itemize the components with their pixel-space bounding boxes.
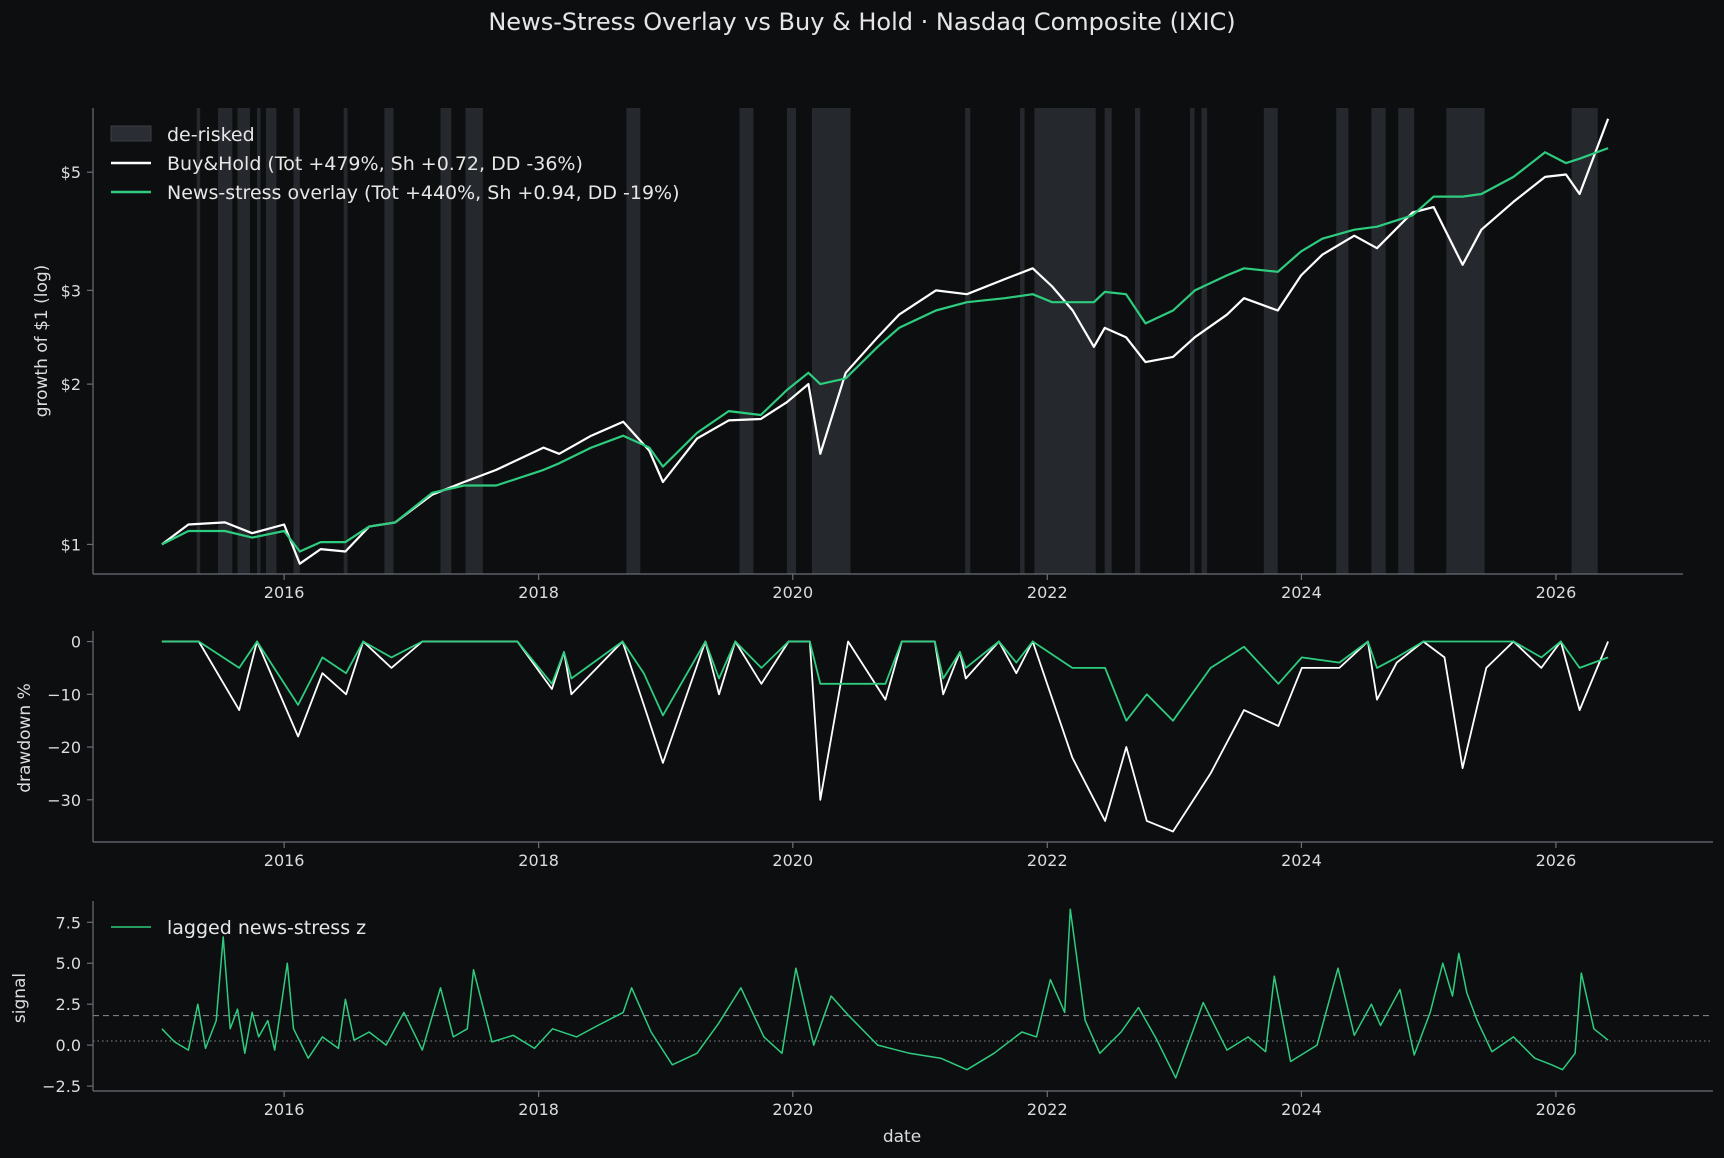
growth-panel: $1 $2 $3 $5 2016 2018 2020 2022 2024 2026 growth…	[32, 108, 1683, 602]
y-tick-label: 7.5	[56, 913, 81, 932]
derisked-band	[1446, 108, 1485, 574]
legend-overlay-label: News-stress overlay (Tot +440%, Sh +0.94…	[167, 182, 680, 204]
x-tick-label: 2020	[772, 851, 813, 870]
derisked-band	[811, 108, 851, 574]
y-tick-label: $3	[61, 281, 81, 300]
derisked-band	[739, 108, 754, 574]
drawdown-y-label: drawdown %	[15, 683, 35, 793]
derisked-band	[384, 108, 394, 574]
derisked-band	[440, 108, 452, 574]
derisked-band	[1020, 108, 1025, 574]
x-tick-label: 2018	[518, 1100, 559, 1119]
derisked-band	[626, 108, 641, 574]
derisked-band	[1263, 108, 1278, 574]
x-tick-label: 2022	[1027, 583, 1068, 602]
legend-signal-label: lagged news-stress z	[167, 917, 366, 939]
derisked-band	[1398, 108, 1415, 574]
derisked-band	[343, 108, 348, 574]
derisked-band	[1135, 108, 1141, 574]
derisked-band	[1571, 108, 1598, 574]
derisked-band	[266, 108, 277, 574]
y-tick-label: −10	[47, 685, 81, 704]
legend-derisked-swatch	[110, 125, 152, 142]
x-tick-label: 2022	[1027, 1100, 1068, 1119]
x-tick-label: 2018	[518, 583, 559, 602]
signal-x-label: date	[883, 1127, 921, 1147]
x-tick-label: 2022	[1027, 851, 1068, 870]
derisked-band	[196, 108, 201, 574]
x-tick-label: 2016	[264, 1100, 305, 1119]
overlay-drawdown-line	[161, 640, 1609, 722]
y-tick-label: −2.5	[42, 1077, 81, 1096]
signal-legend: lagged news-stress z	[111, 917, 366, 939]
derisked-band	[965, 108, 971, 574]
derisked-band	[1336, 108, 1349, 574]
derisked-band	[1371, 108, 1386, 574]
overlay-growth-line	[161, 147, 1609, 553]
legend-buyhold-label: Buy&Hold (Tot +479%, Sh +0.72, DD -36%)	[167, 153, 583, 175]
growth-y-label: growth of $1 (log)	[32, 265, 52, 418]
growth-legend: de-risked Buy&Hold (Tot +479%, Sh +0.72,…	[110, 124, 680, 204]
derisked-band	[1034, 108, 1096, 574]
y-tick-label: −20	[47, 738, 81, 757]
derisked-band	[465, 108, 483, 574]
y-tick-label: −30	[47, 791, 81, 810]
y-tick-label: $2	[61, 375, 81, 394]
x-tick-label: 2016	[264, 583, 305, 602]
x-tick-label: 2026	[1536, 851, 1577, 870]
drawdown-panel: 0 −10 −20 −30 2016 2018 2020 2022 2024 2026 draw…	[15, 631, 1713, 870]
derisked-band	[786, 108, 796, 574]
derisked-band	[237, 108, 250, 574]
derisked-band	[293, 108, 300, 574]
drawdown-y-ticks: 0 −10 −20 −30	[47, 633, 93, 810]
derisked-bands	[196, 108, 1598, 574]
derisked-band	[257, 108, 261, 574]
y-tick-label: $1	[61, 535, 81, 554]
y-tick-label: $5	[61, 163, 81, 182]
x-tick-label: 2020	[772, 583, 813, 602]
y-tick-label: 0.0	[56, 1036, 81, 1055]
derisked-band	[1104, 108, 1112, 574]
x-tick-label: 2024	[1281, 851, 1322, 870]
signal-panel: 7.5 5.0 2.5 0.0 −2.5 2016 2018 2020 2022 2024 202…	[10, 901, 1713, 1147]
growth-y-ticks: $1 $2 $3 $5	[61, 163, 93, 554]
x-tick-label: 2026	[1536, 1100, 1577, 1119]
x-tick-label: 2026	[1536, 583, 1577, 602]
x-tick-label: 2024	[1281, 583, 1322, 602]
x-tick-label: 2020	[772, 1100, 813, 1119]
drawdown-x-ticks: 2016 2018 2020 2022 2024 2026	[264, 842, 1577, 870]
y-tick-label: 2.5	[56, 995, 81, 1014]
signal-line	[161, 908, 1609, 1079]
derisked-band	[218, 108, 233, 574]
x-tick-label: 2016	[264, 851, 305, 870]
y-tick-label: 0	[71, 633, 81, 652]
signal-y-ticks: 7.5 5.0 2.5 0.0 −2.5	[42, 913, 93, 1096]
signal-x-ticks: 2016 2018 2020 2022 2024 2026	[264, 1091, 1577, 1119]
x-tick-label: 2024	[1281, 1100, 1322, 1119]
derisked-band	[1201, 108, 1208, 574]
x-tick-label: 2018	[518, 851, 559, 870]
y-tick-label: 5.0	[56, 954, 81, 973]
growth-x-ticks: 2016 2018 2020 2022 2024 2026	[264, 574, 1577, 602]
signal-y-label: signal	[10, 973, 30, 1023]
figure-title: News-Stress Overlay vs Buy & Hold · Nasd…	[488, 8, 1235, 36]
legend-derisked-label: de-risked	[167, 124, 255, 146]
